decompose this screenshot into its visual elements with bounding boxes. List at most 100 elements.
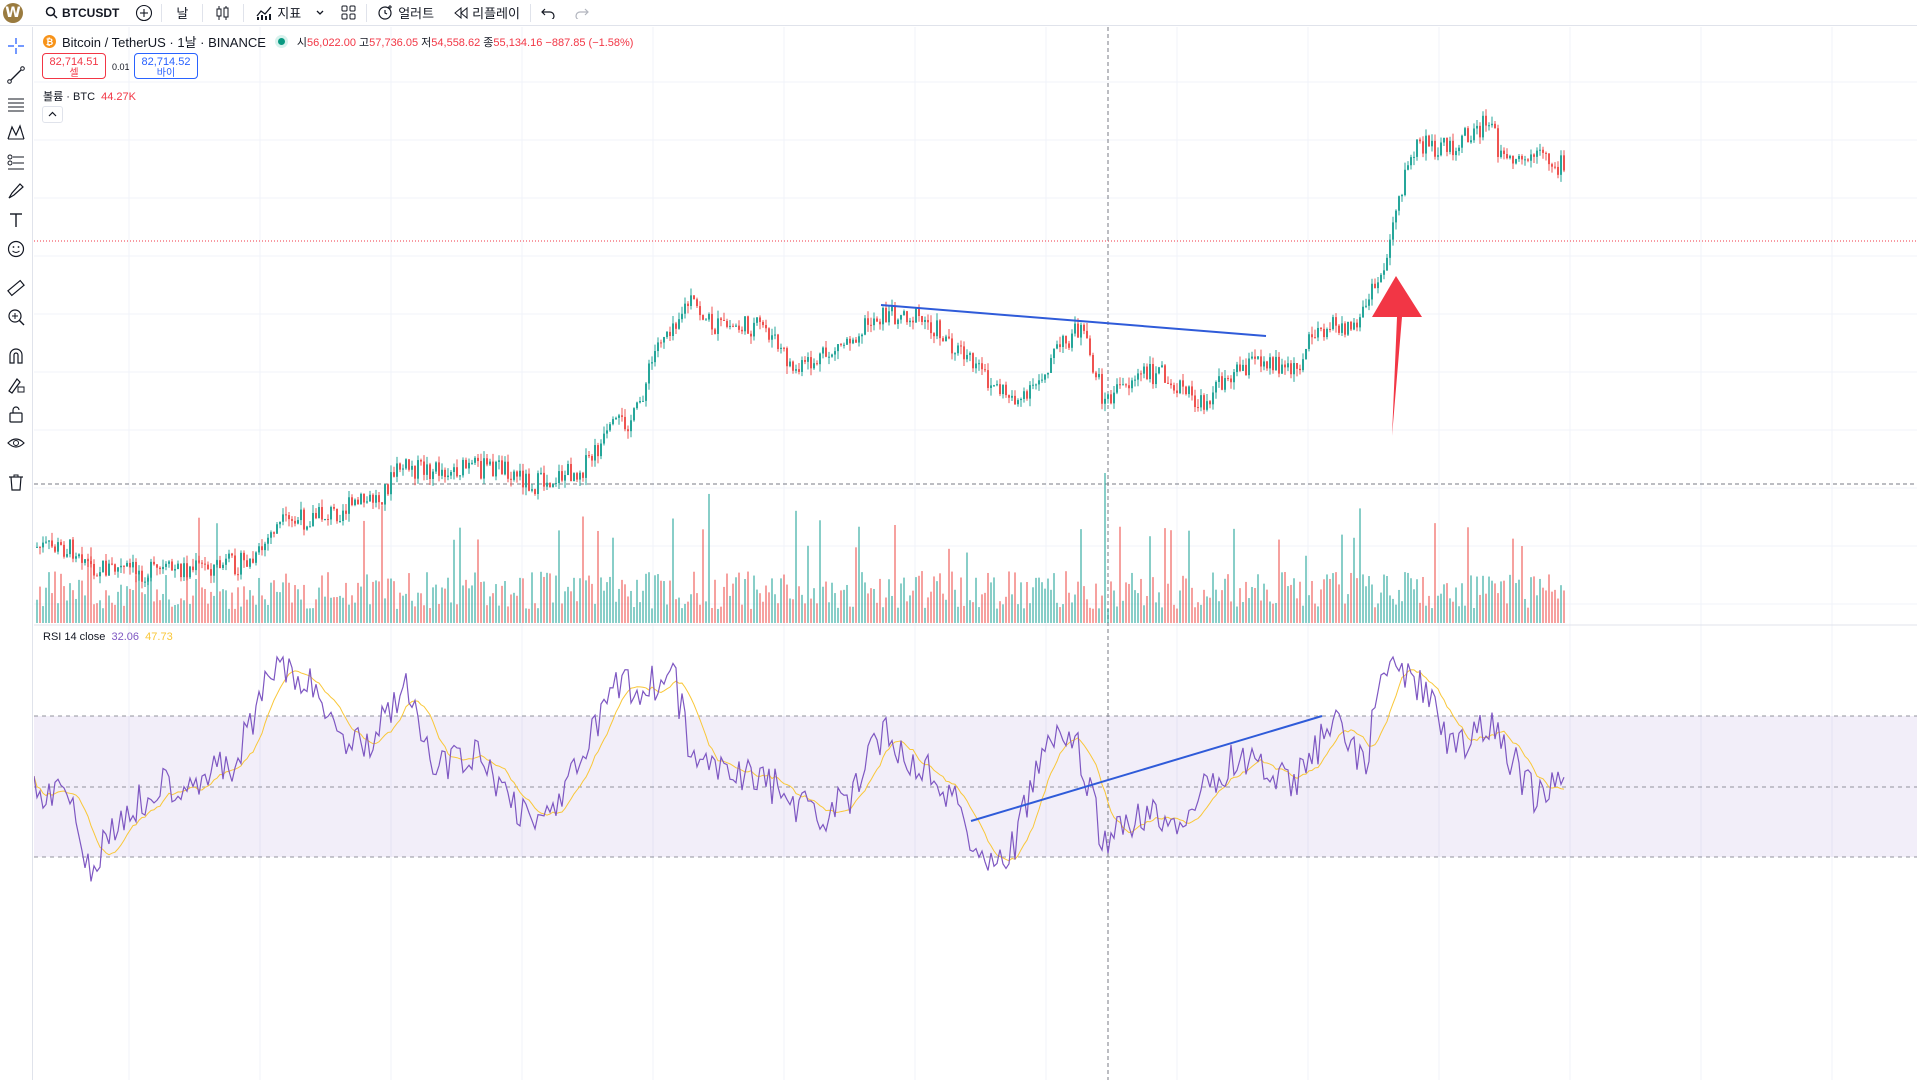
price-candle [327,518,329,520]
volume-bar [1101,595,1103,623]
lock-drawing-tool[interactable] [3,372,29,398]
volume-bar [183,600,185,623]
compare-symbol-button[interactable] [127,0,161,26]
zoom-tool[interactable] [3,304,29,330]
volume-bar [360,586,362,623]
price-candle [462,459,464,476]
market-status-icon[interactable] [277,38,285,45]
alert-button[interactable]: 얼러트 [367,0,444,26]
replay-button[interactable]: 리플레이 [444,0,530,26]
volume-bar [345,582,347,623]
remove-drawings-tool[interactable] [3,469,29,495]
volume-bar [1542,587,1544,623]
price-candle [1206,401,1208,410]
chart-type-button[interactable] [203,0,243,26]
chart-canvas[interactable] [34,27,1917,1080]
price-candle [1134,379,1136,381]
layout-button[interactable] [331,0,366,26]
volume-bar [591,583,593,623]
price-candle [150,561,152,578]
volume-bar [918,575,920,623]
price-candle [1224,378,1226,390]
brush-tool[interactable] [3,178,29,204]
price-candle [123,565,125,567]
price-candle [933,333,935,337]
volume-bar [687,601,689,623]
sell-button[interactable]: 82,714.51 셀 [42,53,106,79]
redo-button[interactable] [565,0,599,26]
price-candle [66,554,68,557]
price-candle [1557,166,1559,175]
price-candle [1131,380,1133,389]
price-candle [1068,343,1070,348]
price-candle [516,471,518,477]
volume-bar [87,558,89,623]
price-candle [1374,283,1376,289]
volume-bar [840,590,842,623]
crosshair-tool[interactable] [3,33,29,59]
price-candle [1155,373,1157,385]
price-candle [390,472,392,495]
volume-bar [1119,526,1121,623]
pattern-tool[interactable] [3,120,29,146]
indicator-templates-button[interactable] [309,0,331,26]
symbol-search-button[interactable]: BTCUSDT [37,0,127,26]
volume-bar [243,586,245,623]
volume-bar [348,604,350,623]
indicators-button[interactable]: 지표 [244,0,309,26]
volume-bar [906,601,908,623]
price-candle [528,473,530,491]
projection-tool[interactable] [3,149,29,175]
price-candle [369,494,371,502]
volume-bar [543,576,545,623]
volume-legend[interactable]: 볼륨 · BTC 44.27K [43,88,136,104]
price-candle [573,473,575,481]
price-candle [1098,374,1100,378]
volume-bar [237,587,239,623]
fib-tool[interactable] [3,91,29,117]
chart-svg[interactable] [34,27,1917,1080]
volume-bar [516,595,518,623]
volume-bar [1548,574,1550,623]
volume-bar [981,594,983,623]
magnet-tool[interactable] [3,343,29,369]
price-candle [549,482,551,488]
symbol-title[interactable]: Bitcoin / TetherUS · 1날 · BINANCE [62,35,266,50]
price-candle [1263,361,1265,367]
volume-bar [786,584,788,623]
volume-bar [558,530,560,623]
volume-bar [264,599,266,623]
price-candle [780,347,782,350]
volume-bar [444,588,446,623]
rsi-legend[interactable]: RSI 14 close 32.06 47.73 [43,631,173,643]
volume-bar [909,595,911,623]
volume-bar [1524,598,1526,623]
undo-button[interactable] [531,0,565,26]
user-avatar[interactable]: W [3,2,23,23]
visibility-tool[interactable] [3,430,29,456]
price-candle [399,463,401,470]
ruler-tool[interactable] [3,275,29,301]
price-candle [1260,356,1262,367]
volume-bar [966,552,968,623]
volume-bar [627,596,629,623]
volume-bar [987,572,989,623]
volume-bar [1149,536,1151,623]
lock-tool[interactable] [3,401,29,427]
volume-label: 볼륨 · BTC [43,91,96,103]
collapse-legend-button[interactable] [42,106,63,123]
price-candle [1293,362,1295,375]
volume-bar [750,608,752,623]
text-tool[interactable] [3,207,29,233]
trendline-tool[interactable] [3,62,29,88]
price-candle [168,561,170,564]
interval-button[interactable]: 날 [162,0,202,26]
buy-button[interactable]: 82,714.52 바이 [134,53,198,79]
volume-bar [81,580,83,623]
price-candle [126,562,128,567]
price-candle [1497,128,1499,157]
emoji-tool[interactable] [3,236,29,262]
volume-bar [849,606,851,623]
volume-bar [1290,584,1292,623]
price-candle [798,369,800,372]
